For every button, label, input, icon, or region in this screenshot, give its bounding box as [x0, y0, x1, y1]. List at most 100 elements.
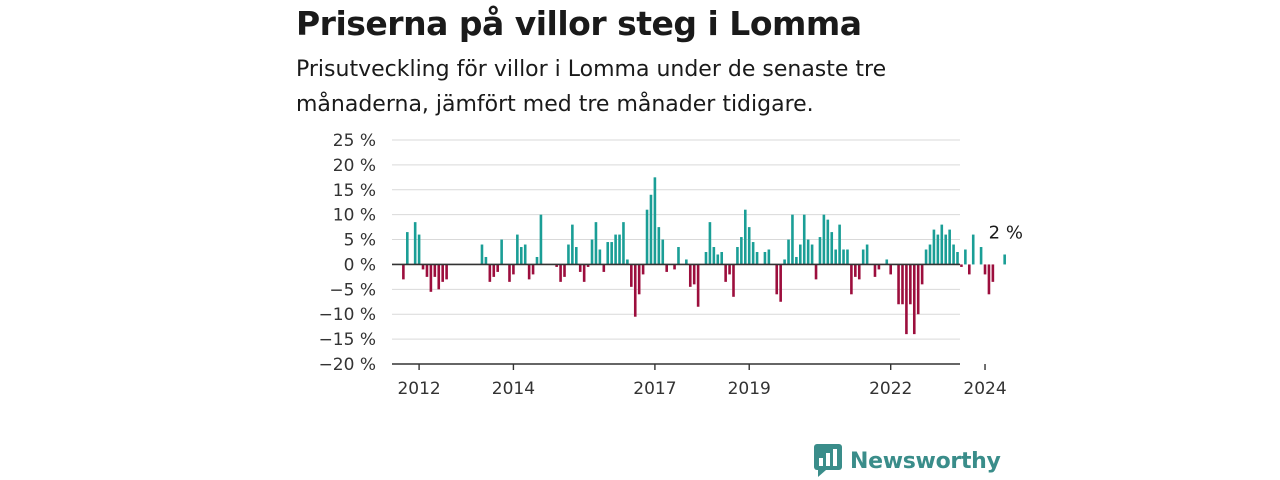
bar — [889, 264, 892, 275]
bar — [944, 234, 948, 265]
bar — [441, 264, 444, 282]
x-tick-label: 2024 — [963, 379, 1006, 399]
bar — [736, 247, 739, 265]
annotations: 2 % — [989, 222, 1023, 243]
y-tick-label: −10 % — [319, 305, 376, 325]
bar — [834, 249, 837, 265]
bar — [861, 249, 865, 265]
x-tick-label: 2012 — [397, 379, 440, 399]
bar — [571, 224, 574, 265]
bar — [606, 242, 610, 265]
bar — [641, 264, 645, 275]
bar — [920, 264, 924, 285]
y-tick-label: 15 % — [333, 181, 376, 201]
bar — [665, 264, 668, 272]
chart-title: Priserna på villor steg i Lomma — [296, 4, 862, 43]
bar — [480, 244, 484, 265]
bar — [979, 247, 983, 265]
bar — [645, 209, 649, 265]
y-tick-label: 5 % — [344, 231, 376, 251]
bar — [516, 234, 519, 265]
bar — [626, 259, 629, 265]
bar — [610, 242, 613, 265]
bar — [688, 264, 692, 287]
bar — [496, 264, 499, 272]
bar — [567, 244, 570, 265]
bar — [594, 222, 598, 265]
bar — [602, 264, 606, 272]
bar — [1003, 254, 1006, 265]
bar — [791, 214, 794, 265]
bar — [787, 239, 790, 265]
bar — [814, 264, 818, 280]
bar — [802, 214, 806, 265]
bar — [512, 264, 515, 275]
bar — [822, 214, 826, 265]
bar — [539, 214, 543, 265]
bar — [960, 264, 963, 267]
bar — [402, 264, 405, 280]
bar — [940, 224, 944, 265]
bar — [838, 224, 841, 265]
bar — [912, 264, 916, 335]
bar — [991, 264, 995, 282]
bar — [406, 232, 409, 265]
last-value-label: 2 % — [989, 222, 1023, 243]
bar — [492, 264, 496, 277]
bar — [653, 177, 657, 265]
bar — [508, 264, 511, 282]
bar — [590, 239, 594, 265]
bar — [704, 252, 708, 265]
bar — [885, 259, 889, 265]
bar — [952, 244, 955, 265]
bar — [857, 264, 861, 280]
bar — [724, 264, 727, 282]
bar — [924, 249, 928, 265]
newsworthy-logo[interactable]: Newsworthy — [814, 444, 1001, 478]
y-tick-label: 20 % — [333, 156, 376, 176]
x-tick-label: 2017 — [633, 379, 676, 399]
bar — [696, 264, 700, 307]
bar — [527, 264, 531, 280]
bar — [810, 244, 814, 265]
bar — [971, 234, 975, 265]
bar — [865, 244, 869, 265]
bar — [854, 264, 857, 277]
bar — [614, 234, 617, 265]
brand-name: Newsworthy — [850, 448, 1001, 474]
chart-subtitle: Prisutveckling för villor i Lomma under … — [296, 57, 887, 117]
bar — [692, 264, 696, 285]
bar — [523, 244, 527, 265]
bar — [909, 264, 912, 305]
bar — [948, 229, 951, 265]
bar — [720, 252, 724, 265]
bar — [429, 264, 433, 292]
y-tick-label: −20 % — [319, 355, 376, 375]
bar — [712, 247, 716, 265]
bar — [928, 244, 932, 265]
bar — [484, 256, 488, 265]
bar — [905, 264, 908, 335]
bar — [897, 264, 900, 305]
bar — [586, 264, 590, 267]
bar — [728, 264, 731, 275]
bar — [916, 264, 920, 315]
bar — [437, 264, 441, 290]
bar — [795, 256, 798, 265]
bar — [637, 264, 641, 295]
bar — [775, 264, 779, 295]
bar — [751, 242, 755, 265]
bar — [661, 239, 665, 265]
axes — [392, 263, 960, 365]
bar — [563, 264, 566, 277]
bar — [806, 239, 810, 265]
y-axis-ticks: 25 % 20 % 15 % 10 % 5 % 0 % −5 % −10 % −15 % −20 … — [319, 131, 376, 375]
bar — [649, 194, 653, 265]
bar — [417, 234, 421, 265]
x-tick-label: 2019 — [728, 379, 771, 399]
bar — [779, 264, 782, 302]
bar — [826, 219, 830, 265]
bar — [578, 264, 582, 272]
bar — [763, 252, 767, 265]
bar — [421, 264, 425, 270]
